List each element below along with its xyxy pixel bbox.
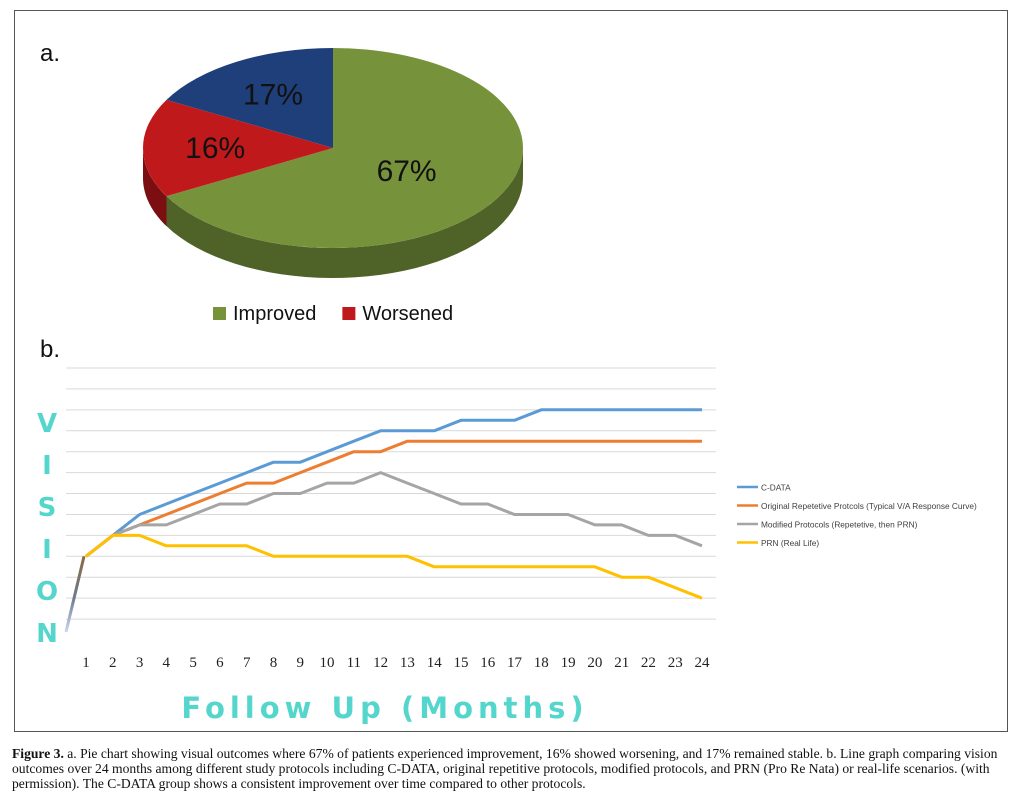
legend-label-improved: Improved [233,303,316,325]
x-tick-label: 11 [347,655,361,671]
x-tick-label: 18 [534,655,549,671]
ylabel-letter: I [42,451,52,481]
caption-text: a. Pie chart showing visual outcomes whe… [12,746,998,791]
pie-slice-worsened [142,99,333,197]
pie-label-worsened: 16% [185,132,245,165]
line-legend: C-DATA Original Repetetive Protcols (Typi… [737,483,977,548]
pie-legend: Improved Worsened [213,303,453,325]
ylabel-letter: O [36,577,58,607]
x-tick-label: 13 [400,655,415,671]
x-tick-label: 23 [668,655,683,671]
caption-label: Figure 3. [12,746,64,761]
x-tick-label: 24 [695,655,711,671]
series-line-prn-real-life [85,533,703,600]
ylabel-letter: S [38,493,57,523]
line-chart-axis [64,555,86,633]
x-tick-label: 12 [373,655,388,671]
legend-label-prn-real-life: PRN (Real Life) [761,538,819,548]
x-tick-label: 5 [189,655,197,671]
x-tick-label: 20 [587,655,602,671]
pie-side-worsened [143,148,167,227]
pie-side-improved [166,148,523,278]
x-tick-label: 10 [320,655,335,671]
pie-label-improved: 67% [377,155,437,188]
pie-slice-improved [166,48,523,248]
legend-swatch-worsened [342,307,356,320]
x-tick-label: 3 [136,655,144,671]
x-tick-label: 6 [216,655,224,671]
x-tick-label: 2 [109,655,117,671]
x-tick-label: 16 [480,655,496,671]
x-tick-label: 9 [297,655,305,671]
x-tick-label: 22 [641,655,656,671]
ylabel-letter: I [42,535,52,565]
x-tick-label: 14 [427,655,443,671]
x-tick-label: 21 [614,655,629,671]
panel-label-a: a. [40,40,61,67]
xlabel: Follow Up (Months) [181,691,588,725]
legend-label-original-repetetive-protcols-typical-v-a-response-curve: Original Repetetive Protcols (Typical V/… [761,501,977,511]
figure-caption: Figure 3. a. Pie chart showing visual ou… [12,746,1012,791]
vision-axis-line [64,555,86,633]
series-line-original-repetetive-protcols-typical-v-a-response-curve [85,439,702,558]
x-tick-label: 1 [82,655,90,671]
legend-label-worsened: Worsened [362,303,453,325]
ylabel-letter: V [37,409,57,439]
x-tick-label: 8 [270,655,278,671]
x-tick-label: 7 [243,655,251,671]
legend-label-modified-protocols-repetetive-then-prn: Modified Protocols (Repetetive, then PRN… [761,520,918,530]
x-tick-label: 17 [507,655,523,671]
x-tick-labels: 1 2 3 4 5 6 7 8 9 10 11 12 13 14 15 16 17 18 19 20 21 22 23 24 [82,655,710,671]
pie-label-17: 17% [243,79,303,112]
ylabel-letter: N [36,619,58,649]
pie-slice-17 [166,48,333,148]
legend-swatch-improved [213,307,226,320]
series-line-c-data [85,408,702,558]
x-tick-label: 19 [561,655,576,671]
line-chart-grid [66,367,716,620]
series-line-modified-protocols-repetetive-then-prn [85,471,703,558]
panel-label-b: b. [40,336,61,363]
x-tick-label: 15 [454,655,469,671]
pie-chart: 67% 16% 17% [142,48,523,278]
legend-label-c-data: C-DATA [761,483,791,493]
x-tick-label: 4 [163,655,171,671]
line-chart-series [85,408,703,600]
